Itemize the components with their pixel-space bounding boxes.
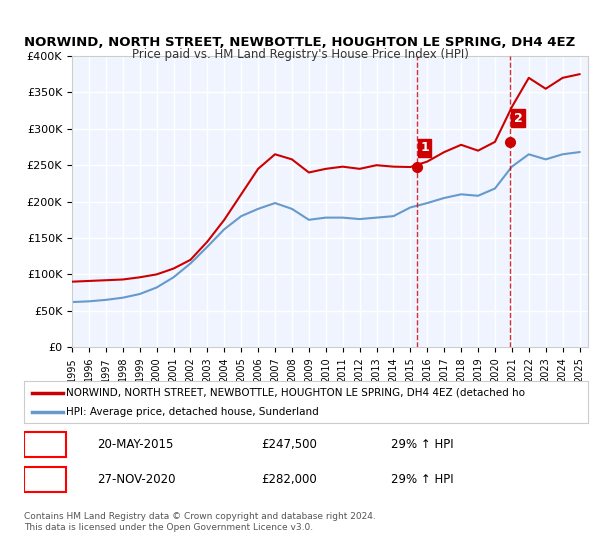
FancyBboxPatch shape xyxy=(24,467,66,492)
Text: Contains HM Land Registry data © Crown copyright and database right 2024.
This d: Contains HM Land Registry data © Crown c… xyxy=(24,512,376,532)
Text: 1: 1 xyxy=(420,141,429,154)
FancyBboxPatch shape xyxy=(24,432,66,457)
Text: NORWIND, NORTH STREET, NEWBOTTLE, HOUGHTON LE SPRING, DH4 4EZ (detached ho: NORWIND, NORTH STREET, NEWBOTTLE, HOUGHT… xyxy=(66,388,526,398)
Text: £282,000: £282,000 xyxy=(261,473,317,486)
Text: 27-NOV-2020: 27-NOV-2020 xyxy=(97,473,176,486)
Text: £247,500: £247,500 xyxy=(261,438,317,451)
Text: 29% ↑ HPI: 29% ↑ HPI xyxy=(391,473,453,486)
Text: 20-MAY-2015: 20-MAY-2015 xyxy=(97,438,173,451)
Text: 2: 2 xyxy=(514,111,523,124)
Text: 1: 1 xyxy=(40,438,49,451)
Text: 2: 2 xyxy=(40,473,49,486)
Text: NORWIND, NORTH STREET, NEWBOTTLE, HOUGHTON LE SPRING, DH4 4EZ: NORWIND, NORTH STREET, NEWBOTTLE, HOUGHT… xyxy=(25,36,575,49)
Text: Price paid vs. HM Land Registry's House Price Index (HPI): Price paid vs. HM Land Registry's House … xyxy=(131,48,469,60)
Text: 29% ↑ HPI: 29% ↑ HPI xyxy=(391,438,453,451)
Text: HPI: Average price, detached house, Sunderland: HPI: Average price, detached house, Sund… xyxy=(66,407,319,417)
